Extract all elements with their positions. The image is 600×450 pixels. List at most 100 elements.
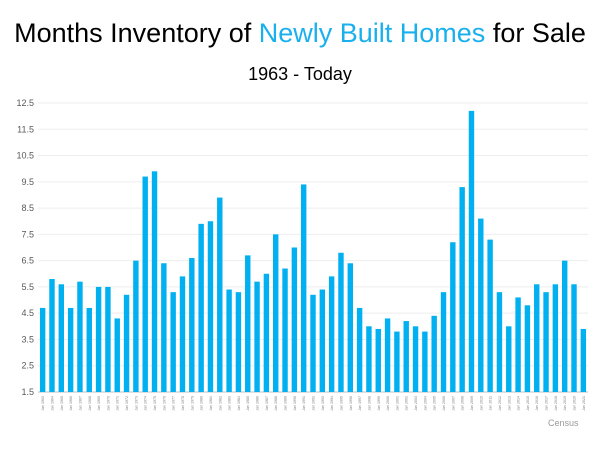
x-tick-label: Jan 1987 — [265, 396, 269, 411]
bar — [245, 255, 251, 392]
y-tick-label: 3.5 — [21, 334, 34, 344]
bar — [319, 289, 326, 392]
x-tick-label: Jan 2008 — [461, 396, 465, 411]
bar — [366, 326, 372, 392]
bar — [226, 289, 232, 392]
bar — [422, 331, 428, 392]
x-tick-label: Jan 1988 — [274, 396, 278, 411]
x-tick-label: Jan 2014 — [517, 396, 521, 411]
chart-title: Months Inventory of Newly Built Homes fo… — [0, 18, 600, 49]
title-text-end: for Sale — [485, 18, 586, 48]
bar — [328, 276, 335, 392]
bar — [356, 307, 363, 392]
x-tick-label: Jan 1971 — [116, 396, 120, 411]
bar — [58, 284, 65, 392]
x-tick-label: Jan 2006 — [442, 396, 446, 411]
bar — [459, 187, 465, 392]
bar — [552, 284, 559, 392]
y-tick-label: 5.5 — [21, 282, 34, 292]
bar — [95, 286, 102, 392]
bar — [384, 318, 391, 392]
title-text: Months Inventory of — [14, 18, 259, 48]
bar — [77, 281, 83, 392]
x-tick-label: Jan 1989 — [284, 396, 288, 411]
bar — [189, 258, 195, 392]
bar — [534, 284, 540, 392]
x-tick-label: Jan 1983 — [228, 396, 232, 411]
bar — [338, 252, 344, 392]
y-tick-label: 8.5 — [21, 203, 34, 213]
x-tick-label: Jan 2013 — [507, 396, 511, 411]
bar — [67, 307, 74, 392]
x-tick-label: Jan 1967 — [78, 396, 82, 411]
x-tick-label: Jan 2009 — [470, 396, 474, 411]
x-tick-label: Jan 1966 — [69, 396, 73, 411]
title-highlight: Newly Built Homes — [258, 18, 486, 48]
bar — [310, 294, 316, 392]
x-tick-label: Jan 2019 — [563, 396, 567, 411]
x-tick-label: Jan 1981 — [209, 396, 213, 411]
x-tick-label: Jan 1965 — [60, 396, 64, 411]
bar — [170, 292, 176, 392]
x-tick-label: Jan 2012 — [498, 396, 502, 411]
x-tick-label: Jan 1979 — [190, 396, 194, 411]
x-tick-label: Jan 1991 — [302, 396, 306, 411]
x-tick-label: Jan 1980 — [200, 396, 204, 411]
bar — [49, 279, 55, 392]
x-tick-label: Jan 1984 — [237, 396, 241, 411]
x-tick-label: Jan 1973 — [134, 396, 138, 411]
x-tick-label: Jan 1963 — [41, 396, 45, 411]
x-tick-label: Jan 2001 — [395, 396, 399, 411]
bar — [468, 110, 475, 392]
x-tick-label: Jan 2016 — [535, 396, 539, 411]
x-tick-label: Jan 1982 — [218, 396, 222, 411]
bar — [450, 242, 456, 392]
bar — [235, 292, 242, 392]
y-tick-label: 6.5 — [21, 256, 34, 266]
bar — [515, 297, 521, 392]
x-tick-label: Jan 2020 — [573, 396, 577, 411]
x-tick-label: Jan 2017 — [545, 396, 549, 411]
x-tick-label: Jan 2005 — [433, 396, 437, 411]
x-tick-label: Jan 1985 — [246, 396, 250, 411]
x-tick-label: Jan 1964 — [50, 396, 54, 411]
x-tick-label: Jan 1968 — [88, 396, 92, 411]
y-tick-label: 4.5 — [21, 308, 34, 318]
bar — [300, 184, 307, 392]
x-tick-label: Jan 2002 — [405, 396, 409, 411]
bar — [179, 276, 186, 392]
bar — [571, 284, 577, 392]
bar — [105, 286, 111, 392]
x-tick-label: Jan 2003 — [414, 396, 418, 411]
y-tick-label: 11.5 — [17, 124, 34, 134]
bar — [133, 260, 139, 392]
x-tick-label: Jan 2021 — [582, 396, 586, 411]
bar — [580, 328, 587, 392]
x-tick-label: Jan 1994 — [330, 396, 334, 411]
x-tick-label: Jan 1977 — [172, 396, 176, 411]
source-label: Census — [548, 418, 579, 428]
bar — [282, 268, 288, 392]
x-tick-label: Jan 1997 — [358, 396, 362, 411]
bar — [524, 305, 531, 392]
bar — [207, 221, 214, 392]
x-tick-label: Jan 1992 — [312, 396, 316, 411]
bar — [506, 326, 512, 392]
bar — [431, 315, 437, 392]
bar — [254, 281, 260, 392]
y-tick-label: 12.5 — [16, 98, 34, 108]
bar — [403, 321, 409, 392]
bar — [347, 263, 353, 392]
y-tick-label: 10.5 — [16, 151, 34, 161]
x-tick-label: Jan 1986 — [256, 396, 260, 411]
bar — [263, 273, 270, 392]
bar — [291, 247, 298, 392]
bar — [198, 223, 204, 392]
x-tick-label: Jan 2018 — [554, 396, 558, 411]
bar — [151, 171, 158, 392]
x-tick-label: Jan 2000 — [386, 396, 390, 411]
x-tick-label: Jan 1996 — [349, 396, 353, 411]
x-tick-label: Jan 2011 — [489, 396, 493, 411]
bar — [86, 307, 92, 392]
x-tick-label: Jan 1999 — [377, 396, 381, 411]
